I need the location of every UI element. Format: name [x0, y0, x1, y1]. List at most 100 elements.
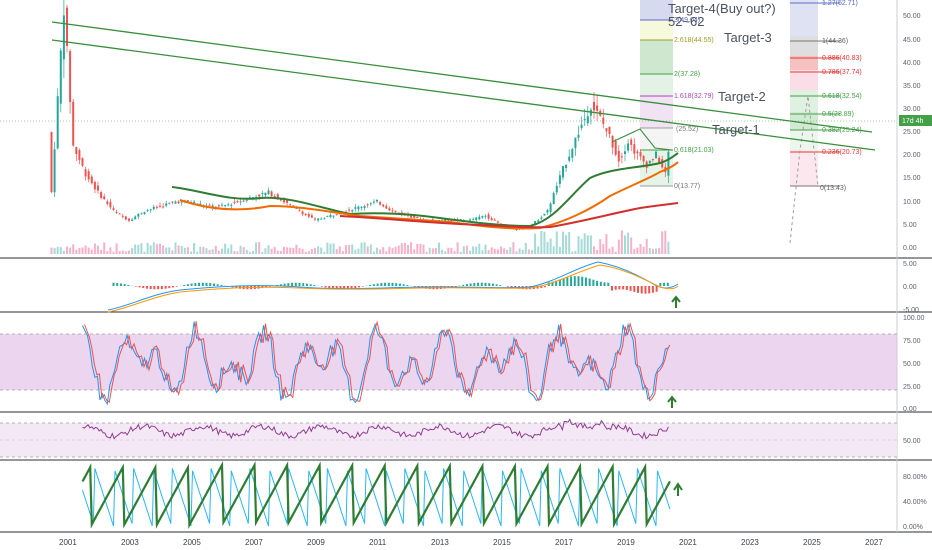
volume-bar — [292, 247, 295, 254]
volume-bar — [555, 231, 558, 254]
macd-histogram-bar — [168, 286, 171, 289]
volume-bar — [143, 251, 146, 254]
volume-bar — [320, 247, 323, 254]
macd-histogram-bar — [603, 282, 606, 286]
macd-histogram-bar — [119, 283, 122, 286]
candle-body — [131, 219, 134, 221]
candle-body — [577, 134, 580, 138]
volume-bar — [655, 248, 657, 254]
macd-histogram-bar — [324, 286, 327, 288]
sma-long-line — [339, 202, 679, 229]
macd-histogram-bar — [633, 286, 636, 292]
fib-right-label: 0.618(32.54) — [822, 93, 862, 100]
volume-bar — [407, 244, 409, 254]
volume-bar — [614, 251, 617, 254]
moving-averages — [171, 152, 679, 230]
candle-body — [565, 164, 568, 169]
candle-body — [388, 208, 391, 211]
candle-body — [140, 213, 143, 215]
macd-histogram-bar — [640, 286, 643, 294]
candle-body — [239, 201, 242, 203]
volume-bar — [199, 246, 202, 254]
candle-body — [298, 210, 301, 212]
candle-body — [261, 193, 264, 195]
volume-bar — [496, 249, 499, 254]
candle-body — [165, 203, 168, 206]
volume-bar — [261, 251, 264, 254]
x-tick-label: 2025 — [803, 538, 821, 547]
volume-bar — [462, 246, 465, 254]
macd-histogram-bar — [477, 282, 480, 286]
candle-body — [636, 151, 639, 154]
candle-body — [146, 210, 149, 212]
macd-histogram-bar — [358, 286, 361, 288]
volume-bar — [248, 251, 251, 254]
volume-bar — [165, 247, 168, 254]
macd-pane: 5.00 0.00 -5.00 — [107, 261, 919, 314]
pct-tick: 0.00% — [903, 524, 923, 531]
macd-histogram-bar — [596, 280, 599, 286]
volume-bar — [444, 251, 447, 254]
macd-histogram-bar — [376, 283, 379, 286]
candle-body — [586, 116, 589, 124]
macd-histogram-bar — [499, 285, 502, 286]
candle-body — [162, 206, 165, 208]
x-tick-label: 2017 — [555, 538, 573, 547]
volume-bar — [403, 242, 406, 254]
macd-histogram-bar — [175, 286, 178, 287]
price-tick: 35.00 — [903, 83, 921, 90]
volume-bar — [506, 249, 509, 254]
volume-bar — [53, 247, 56, 254]
volume-bar — [75, 249, 78, 254]
stoch-pane: 100.00 75.00 50.00 25.00 0.00 — [0, 315, 925, 413]
macd-histogram-bar — [149, 286, 152, 290]
candle-body — [608, 126, 611, 134]
candle-body — [602, 117, 605, 124]
candle-body — [323, 218, 326, 220]
macd-histogram-bar — [622, 286, 625, 290]
candle-body — [245, 199, 248, 201]
macd-histogram-bar — [331, 286, 334, 289]
candle-body — [75, 147, 78, 155]
fib-left-label: 1.618(32.79) — [674, 93, 714, 100]
candle-body — [78, 150, 81, 161]
volume-bar — [279, 250, 282, 254]
candle-body — [658, 157, 661, 164]
stoch-d-line — [84, 320, 671, 403]
candle-body — [493, 219, 496, 221]
candle-body — [208, 204, 211, 206]
candle-body — [264, 192, 267, 196]
candle-body — [186, 200, 189, 202]
candle-body — [292, 205, 295, 207]
volume-bar — [208, 249, 211, 254]
candle-body — [478, 216, 481, 220]
candle-body — [317, 218, 320, 221]
macd-histogram-bar — [551, 281, 554, 286]
candle-body — [617, 150, 620, 162]
candle-body — [56, 96, 59, 149]
macd-histogram-bar — [123, 284, 126, 286]
candle-body — [310, 215, 313, 218]
x-tick-label: 2009 — [307, 538, 325, 547]
candle-body — [562, 166, 564, 178]
macd-histogram-bar — [268, 286, 271, 287]
price-badge — [899, 115, 932, 126]
candle-body — [97, 185, 99, 191]
candle-body — [87, 171, 90, 180]
candle-body — [382, 204, 385, 207]
candle-body — [447, 220, 450, 222]
volume-bar — [391, 247, 394, 254]
volume-bar — [645, 238, 648, 254]
candle-body — [307, 213, 310, 217]
volume-bar — [273, 246, 276, 254]
macd-histogram-bar — [599, 281, 602, 286]
volume-bar — [648, 248, 651, 254]
volume-bar — [434, 248, 437, 254]
volume-bar — [428, 247, 431, 254]
candle-body — [81, 158, 84, 166]
candle-body — [574, 137, 577, 149]
stoch-tick: 25.00 — [903, 384, 921, 391]
candle-body — [571, 149, 574, 158]
target-4-range: 52~62 — [668, 14, 705, 29]
candle-body — [568, 156, 571, 161]
